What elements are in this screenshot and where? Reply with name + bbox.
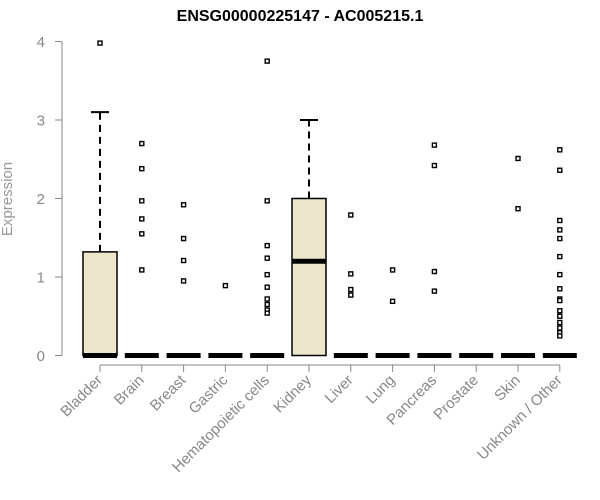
- box-group: [417, 142, 452, 358]
- outlier-point: [264, 58, 270, 64]
- outlier-point: [139, 140, 145, 147]
- boxes: [82, 40, 577, 358]
- outlier-point: [557, 147, 563, 153]
- outlier-point: [264, 271, 270, 278]
- outlier-point: [264, 284, 270, 290]
- box-group: [208, 282, 243, 358]
- outlier-point: [264, 310, 270, 316]
- outlier-point: [348, 212, 354, 218]
- box: [291, 197, 327, 357]
- x-tick-label: Bladder: [57, 372, 106, 421]
- y-tick-label: 2: [37, 191, 45, 208]
- outlier-point: [180, 257, 187, 264]
- x-tick-label: Skin: [491, 372, 524, 405]
- outlier-point: [348, 271, 354, 277]
- outlier-point: [180, 278, 187, 284]
- y-axis: 0 1 2 3 4: [37, 34, 63, 365]
- outlier-point: [557, 217, 563, 224]
- box-group: [501, 155, 535, 358]
- box-group: [291, 119, 327, 357]
- outlier-point: [222, 282, 229, 289]
- outlier-point: [139, 231, 145, 237]
- y-tick-label: 4: [37, 34, 45, 51]
- outlier-point: [557, 308, 563, 314]
- x-tick-label: Liver: [322, 372, 357, 407]
- y-axis-label: Expression: [0, 162, 16, 236]
- outlier-point: [515, 206, 521, 212]
- outlier-point: [139, 198, 145, 204]
- chart-title: ENSG00000225147 - AC005215.1: [176, 8, 424, 25]
- outlier-point: [557, 297, 563, 304]
- y-tick-label: 3: [37, 113, 45, 130]
- outlier-point: [264, 255, 270, 261]
- outlier-point: [515, 155, 521, 162]
- box: [82, 251, 118, 357]
- outlier-point: [348, 286, 354, 293]
- box-group: [375, 267, 410, 358]
- box-group: [166, 202, 201, 358]
- outlier-point: [431, 142, 438, 148]
- outlier-point: [264, 296, 270, 302]
- x-tick-label: Breast: [147, 371, 190, 414]
- box-group: [124, 140, 159, 358]
- x-tick-label: Brain: [111, 372, 148, 409]
- outlier-point: [431, 162, 438, 169]
- outlier-point: [557, 253, 563, 260]
- y-tick-label: 0: [37, 348, 45, 365]
- outlier-point: [139, 267, 145, 273]
- outlier-point: [557, 313, 563, 319]
- outlier-point: [97, 40, 103, 46]
- box-group: [542, 147, 577, 358]
- x-tick-label: Kidney: [270, 371, 315, 416]
- outlier-point: [557, 167, 563, 173]
- outlier-point: [557, 333, 563, 339]
- outlier-point: [264, 198, 270, 204]
- outlier-point: [557, 271, 563, 278]
- outlier-point: [557, 325, 563, 331]
- outlier-point: [264, 242, 270, 249]
- box-group: [333, 212, 368, 358]
- x-tick-label: Prostate: [430, 372, 482, 424]
- outlier-point: [431, 268, 438, 275]
- outlier-point: [557, 286, 563, 292]
- outlier-point: [557, 235, 563, 242]
- outlier-point: [389, 267, 396, 273]
- outlier-point: [139, 165, 145, 172]
- box-group: [82, 40, 118, 358]
- outlier-point: [180, 202, 187, 208]
- outlier-point: [557, 227, 563, 233]
- outlier-point: [389, 298, 396, 305]
- outlier-point: [557, 319, 563, 326]
- outlier-point: [264, 301, 270, 308]
- box-group: [250, 58, 285, 358]
- x-tick-label: Lung: [363, 372, 399, 408]
- outlier-point: [139, 216, 145, 222]
- outlier-point: [180, 235, 187, 242]
- outlier-point: [348, 292, 354, 298]
- y-tick-label: 1: [37, 270, 45, 287]
- outlier-point: [431, 288, 438, 294]
